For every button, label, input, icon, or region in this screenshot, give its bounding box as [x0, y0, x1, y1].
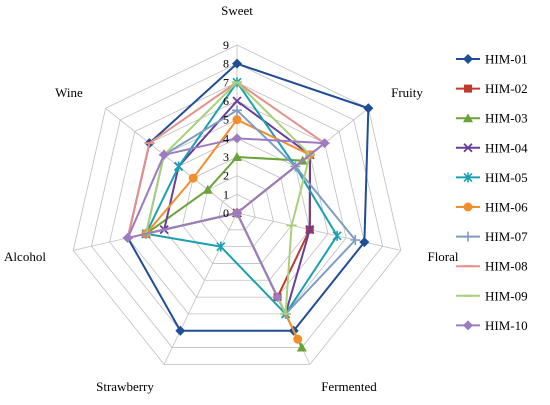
legend-marker [463, 172, 473, 183]
tick-label: 5 [223, 113, 229, 127]
radar-labels-layer: 0 1 2 3 4 5 6 7 8 9 Sweet Fruity Floral Fermented Stra… [4, 3, 459, 394]
legend-item-him-03: HIM-03 [456, 111, 528, 126]
legend-label: HIM-09 [485, 288, 528, 303]
grid-ring-8 [90, 63, 384, 348]
tick-label: 9 [223, 38, 229, 52]
data-point [305, 224, 315, 235]
data-point [232, 133, 242, 144]
legend-marker [463, 54, 473, 64]
tick-label: 4 [223, 131, 229, 145]
data-point [174, 161, 184, 172]
data-point [202, 184, 213, 194]
tick-label: 3 [223, 150, 229, 164]
data-point [216, 241, 226, 252]
legend-item-him-04: HIM-04 [456, 140, 528, 155]
axis-label-strawberry: Strawberry [96, 379, 154, 394]
axis-label-alcohol: Alcohol [4, 249, 46, 264]
legend-item-him-10: HIM-10 [456, 318, 528, 333]
data-point [332, 230, 342, 241]
legend-marker [463, 113, 473, 123]
tick-label: 0 [223, 206, 229, 220]
data-point [359, 237, 370, 248]
legend-item-him-05: HIM-05 [456, 170, 528, 185]
legend-marker [464, 84, 472, 93]
legend-label: HIM-01 [485, 52, 528, 67]
grid-ring-2 [200, 175, 274, 248]
data-point [319, 138, 330, 149]
data-point [232, 105, 242, 116]
legend-label: HIM-10 [485, 318, 528, 333]
legend-item-him-07: HIM-07 [456, 229, 528, 244]
legend-label: HIM-05 [485, 170, 528, 185]
data-point [350, 234, 361, 245]
data-point [232, 152, 242, 161]
legend-label: HIM-07 [485, 229, 528, 244]
legend-item-him-09: HIM-09 [456, 288, 528, 303]
data-point [232, 115, 242, 125]
data-point [232, 58, 242, 69]
radar-grid [72, 44, 402, 365]
grid-spoke [236, 212, 401, 251]
grid-ring-1 [218, 193, 256, 231]
legend-label: HIM-06 [485, 200, 528, 215]
data-point [122, 232, 133, 243]
legend-item-him-02: HIM-02 [456, 81, 528, 96]
legend-label: HIM-04 [485, 140, 528, 155]
series-line-him-10 [126, 137, 326, 299]
axis-label-wine: Wine [55, 85, 83, 100]
legend-marker [463, 320, 473, 331]
series-line-him-05 [145, 81, 339, 315]
grid-spoke [105, 107, 238, 214]
axis-label-fruity: Fruity [391, 85, 423, 100]
legend-item-him-06: HIM-06 [456, 200, 528, 215]
axis-label-floral: Floral [427, 249, 458, 264]
legend-label: HIM-03 [485, 111, 528, 126]
tick-label: 2 [223, 169, 229, 183]
legend-label: HIM-08 [485, 259, 528, 274]
tick-label: 8 [223, 57, 229, 71]
series-him-10 [122, 133, 330, 303]
axis-label-sweet: Sweet [221, 3, 253, 18]
grid-ring-9 [72, 44, 402, 365]
data-point [175, 325, 186, 336]
legend-marker [463, 231, 473, 242]
data-point [272, 292, 283, 303]
legend-item-him-08: HIM-08 [456, 259, 528, 274]
data-point [232, 96, 242, 106]
legend-label: HIM-02 [485, 81, 528, 96]
radar-series-layer [122, 58, 374, 352]
axis-label-fermented: Fermented [321, 379, 377, 394]
tick-label: 6 [223, 94, 229, 108]
legend: HIM-01 HIM-02 HIM-03 HIM-04 HIM-05 HIM-06 HIM-… [456, 52, 528, 333]
tick-label: 7 [223, 75, 229, 89]
legend-marker [463, 202, 473, 212]
legend-item-him-01: HIM-01 [456, 52, 528, 67]
data-point [293, 334, 303, 344]
data-point [188, 173, 198, 183]
data-point [232, 208, 242, 218]
data-point [159, 149, 170, 160]
legend-marker [463, 143, 473, 153]
data-point [296, 342, 307, 352]
grid-spoke [163, 212, 238, 365]
data-point [363, 103, 374, 114]
tick-label: 1 [223, 187, 229, 201]
